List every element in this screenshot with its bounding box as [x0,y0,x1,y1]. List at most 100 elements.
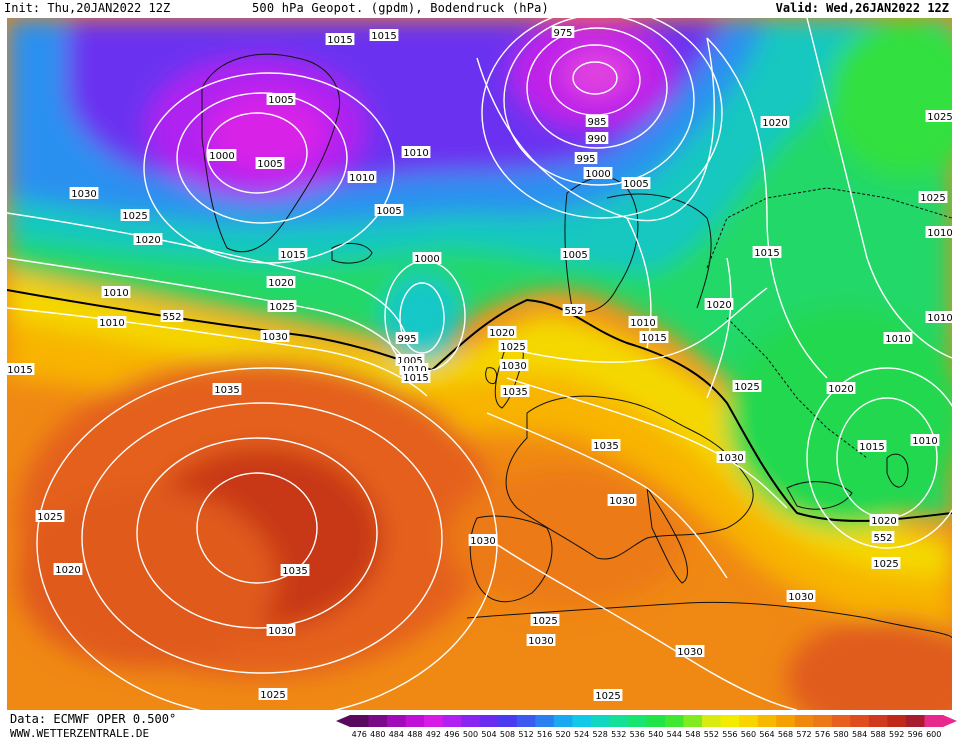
legend-value: 504 [481,730,496,739]
pressure-label-text: 552 [564,306,583,317]
pressure-label: 995 [395,332,419,345]
pressure-label-box [593,689,623,701]
pressure-label: 1025 [593,689,623,702]
pressure-label: 1025 [35,510,65,523]
legend-value: 544 [667,730,682,739]
pressure-label: 1025 [530,614,560,627]
pressure-label-text: 1030 [677,647,702,658]
legend-swatch [665,715,685,727]
legend-swatch [646,715,666,727]
pressure-label-text: 1015 [7,365,32,376]
pressure-label-text: 1010 [927,313,952,324]
pressure-label-text: 1015 [403,373,428,384]
legend-swatch [442,715,462,727]
pressure-label-box [207,149,237,161]
pressure-label: 1020 [760,116,790,129]
pressure-label: 1030 [675,645,705,658]
map-footer: Data: ECMWF OPER 0.500° WWW.WETTERZENTRA… [0,710,959,741]
legend-swatch [627,715,647,727]
pressure-label-text: 1010 [927,228,952,239]
pressure-label-text: 1000 [585,169,610,180]
pressure-label-text: 1005 [562,250,587,261]
legend-swatch [776,715,796,727]
pressure-label: 985 [585,115,609,128]
pressure-label-text: 1030 [528,636,553,647]
pressure-label-text: 1000 [414,254,439,265]
pressure-label-box [551,26,575,38]
pressure-label: 1025 [258,688,288,701]
pressure-label-text: 1010 [630,318,655,329]
pressure-label-text: 1005 [257,159,282,170]
pressure-label: 1035 [280,564,310,577]
pressure-label-box [786,590,816,602]
pressure-label: 1015 [7,363,35,376]
pressure-label-box [607,494,637,506]
legend-value: 496 [444,730,459,739]
pressure-label-box [374,204,404,216]
legend-swatch [850,715,870,727]
pressure-label-box [732,380,762,392]
legend-value: 508 [500,730,515,739]
pressure-label-box [101,286,131,298]
pressure-label-box [120,209,150,221]
pressure-label-box [621,177,651,189]
pressure-label-box [925,311,952,323]
pressure-label-text: 1025 [595,691,620,702]
pressure-label-text: 1020 [706,300,731,311]
legend-swatch [590,715,610,727]
legend-value: 564 [759,730,774,739]
legend-arrow-left [336,715,350,727]
pressure-label-text: 1030 [718,453,743,464]
pressure-label-text: 1030 [788,592,813,603]
legend-arrow-right [943,715,957,727]
pressure-label-text: 1035 [214,385,239,396]
pressure-label-text: 1030 [262,332,287,343]
legend-swatch [516,715,536,727]
pressure-label: 552 [562,304,586,317]
pressure-label-text: 1010 [99,318,124,329]
pressure-label-box [255,157,285,169]
pressure-label-box [826,382,856,394]
pressure-label: 1005 [255,157,285,170]
pressure-label-text: 552 [873,533,892,544]
pressure-label-box [325,33,355,45]
legend-value: 600 [926,730,941,739]
pressure-label: 1020 [704,298,734,311]
pressure-label-box [498,340,528,352]
pressure-label-box [628,316,658,328]
legend-value: 584 [852,730,867,739]
legend-swatch [368,715,388,727]
pressure-label-text: 1025 [269,302,294,313]
pressure-label-box [560,248,590,260]
pressure-label-text: 1025 [532,616,557,627]
pressure-label-text: 1030 [470,536,495,547]
pressure-label: 1005 [266,93,296,106]
pressure-label-box [925,226,952,238]
pressure-label-box [278,248,308,260]
pressure-label-text: 1005 [268,95,293,106]
pressure-label: 1030 [266,624,296,637]
pressure-label-box [7,363,35,375]
pressure-label-text: 1005 [397,356,422,367]
pressure-label-text: 1015 [371,31,396,42]
pressure-label-text: 1000 [209,151,234,162]
pressure-label-box [639,331,669,343]
legend-value: 540 [648,730,663,739]
pressure-label-box [53,563,83,575]
legend-value: 512 [518,730,533,739]
pressure-label-text: 1020 [871,516,896,527]
pressure-label: 1030 [260,330,290,343]
pressure-label-text: 1020 [828,384,853,395]
pressure-label: 1030 [499,359,529,372]
pressure-label: 1020 [869,514,899,527]
pressure-label-text: 1020 [489,328,514,339]
pressure-label-text: 1015 [754,248,779,259]
pressure-label-text: 552 [162,312,181,323]
pressure-label-text: 1025 [37,512,62,523]
legend-swatch [553,715,573,727]
pressure-label-box [675,645,705,657]
pressure-label-box [258,688,288,700]
legend-swatch [868,715,888,727]
legend-swatch [924,715,944,727]
pressure-label-text: 975 [553,28,572,39]
